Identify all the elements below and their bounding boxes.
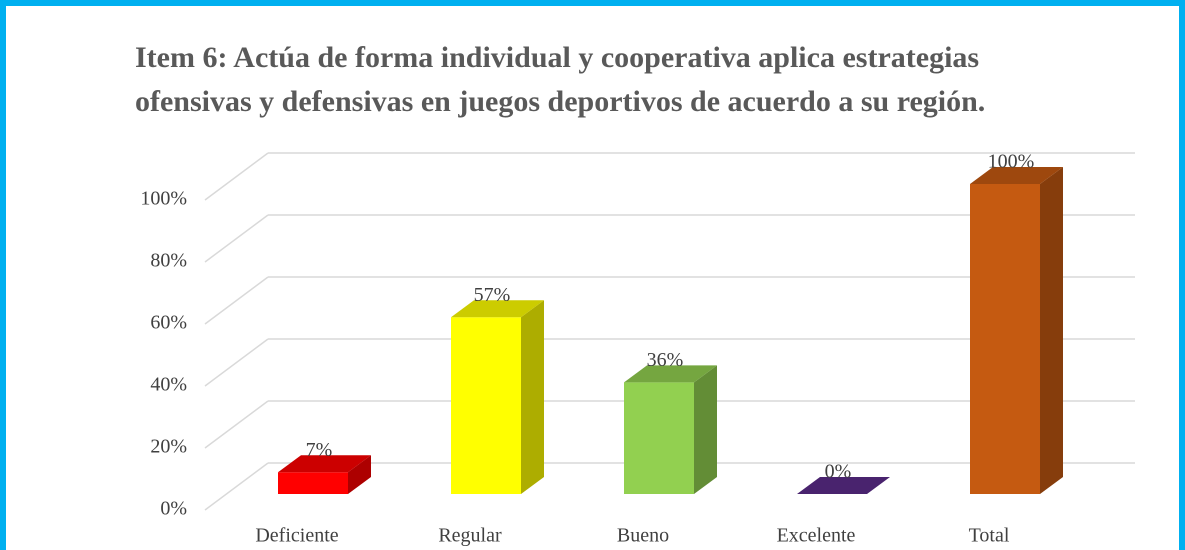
bar-top bbox=[451, 300, 544, 318]
bar-top bbox=[970, 167, 1063, 184]
bar-front bbox=[624, 382, 694, 494]
bar bbox=[624, 365, 717, 494]
grid-line bbox=[204, 276, 269, 325]
value-label: 7% bbox=[306, 439, 333, 461]
bar-top bbox=[797, 477, 890, 494]
grid-line bbox=[204, 214, 269, 263]
bar bbox=[970, 167, 1063, 494]
bar-side bbox=[694, 365, 717, 494]
chart-title: Item 6: Actúa de forma individual y coop… bbox=[135, 41, 979, 74]
value-label: 57% bbox=[474, 284, 511, 306]
bar bbox=[278, 455, 371, 494]
bar-top bbox=[624, 365, 717, 383]
grid-line bbox=[204, 152, 269, 201]
bar bbox=[451, 300, 544, 494]
bar-side bbox=[1040, 167, 1063, 494]
grid-line bbox=[204, 462, 269, 511]
bar-front bbox=[970, 184, 1040, 494]
y-tick-label: 80% bbox=[150, 250, 187, 272]
bar-side bbox=[348, 455, 371, 494]
grid-line bbox=[204, 338, 269, 387]
y-tick-label: 60% bbox=[150, 312, 187, 334]
x-tick-label: Total bbox=[969, 525, 1010, 547]
bar-side bbox=[521, 300, 544, 494]
value-label: 36% bbox=[647, 349, 684, 371]
chart-title: ofensivas y defensivas en juegos deporti… bbox=[135, 85, 985, 118]
value-label: 0% bbox=[825, 461, 852, 483]
y-tick-label: 40% bbox=[150, 374, 187, 396]
bar-front bbox=[278, 472, 348, 494]
value-label: 100% bbox=[988, 151, 1035, 173]
y-tick-label: 100% bbox=[140, 188, 187, 210]
grid-line bbox=[204, 400, 269, 449]
y-tick-label: 20% bbox=[150, 436, 187, 458]
x-tick-label: Deficiente bbox=[255, 525, 338, 547]
y-tick-label: 0% bbox=[160, 498, 187, 520]
bar bbox=[797, 477, 890, 494]
bar-top bbox=[278, 455, 371, 473]
x-tick-label: Excelente bbox=[777, 525, 856, 547]
x-tick-label: Bueno bbox=[617, 525, 669, 547]
bar-front bbox=[451, 317, 521, 494]
x-tick-label: Regular bbox=[438, 525, 502, 547]
